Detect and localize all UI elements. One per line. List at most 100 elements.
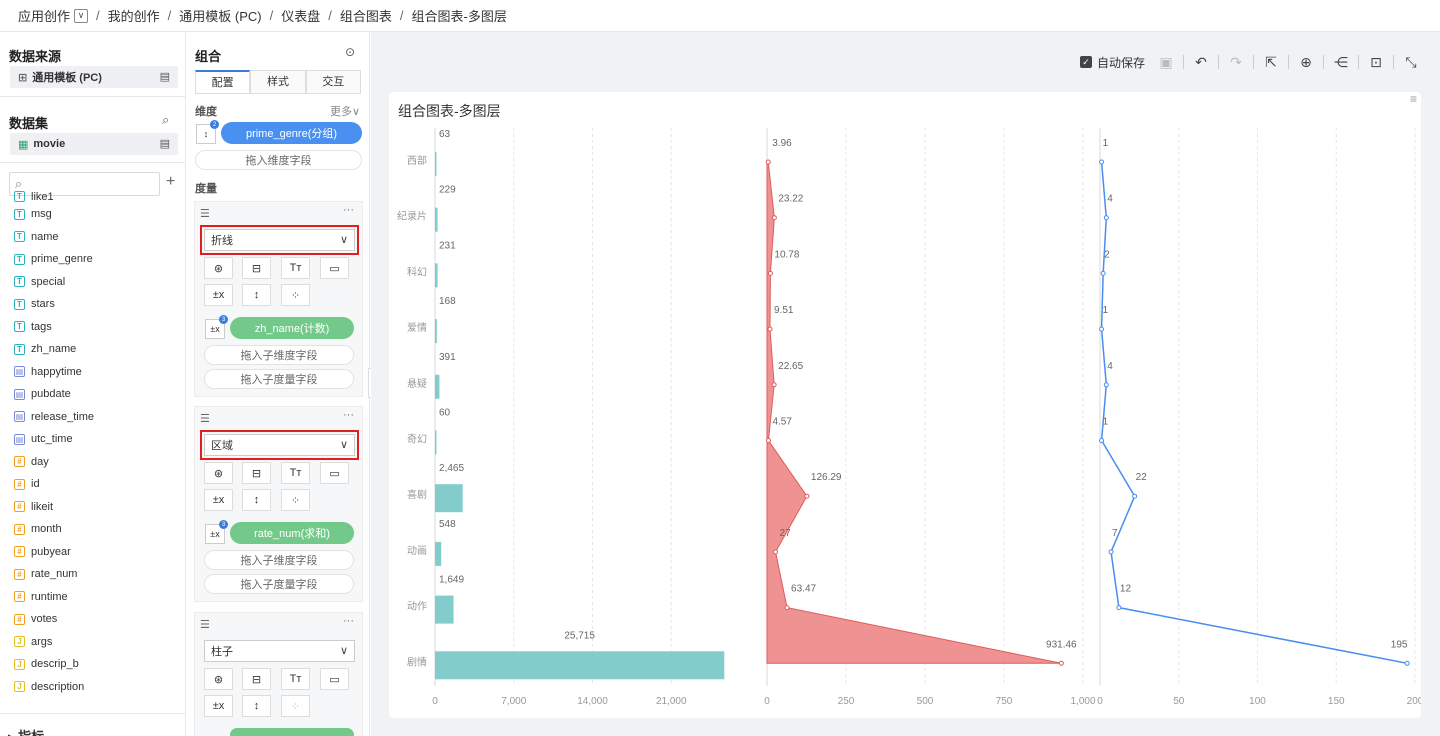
field-item[interactable]: # day — [14, 451, 184, 474]
tab-config[interactable]: 配置 — [195, 70, 251, 93]
color-icon[interactable]: ⊛ — [204, 462, 233, 484]
label-icon[interactable]: ⊟ — [242, 257, 271, 279]
datasource-selector[interactable]: ⊞ 通用模板 (PC) ▤ — [10, 66, 178, 88]
data-label: 1,649 — [439, 575, 464, 586]
chart-type-select[interactable]: 区域 ∨ — [200, 430, 359, 460]
category-label: 喜剧 — [407, 488, 427, 501]
breadcrumb-app[interactable]: 应用创作 — [18, 9, 71, 24]
field-item[interactable]: # votes — [14, 608, 184, 631]
dimension-drop-zone[interactable]: 拖入维度字段 — [195, 150, 362, 170]
breadcrumb-dashboard[interactable]: 仪表盘 — [281, 9, 321, 24]
tab-style[interactable]: 样式 — [250, 70, 306, 93]
more-options-icon[interactable]: ··· — [343, 409, 354, 421]
sub-measure-drop-zone[interactable]: 拖入子度量字段 — [204, 369, 354, 389]
chart-menu-icon[interactable]: ≡ — [1409, 92, 1417, 106]
text-size-icon[interactable]: Tт — [281, 462, 310, 484]
collapse-fullscreen-icon[interactable]: ⤡ — [1405, 53, 1417, 70]
breadcrumb-template[interactable]: 通用模板 (PC) — [179, 9, 262, 24]
y-axis-icon[interactable]: ↕ — [242, 489, 271, 511]
color-icon[interactable]: ⊛ — [204, 668, 233, 690]
field-item[interactable]: # month — [14, 518, 184, 541]
switch-dataset-icon[interactable]: ▤ — [159, 138, 170, 150]
bar — [435, 263, 438, 288]
label-icon[interactable]: ⊟ — [242, 462, 271, 484]
measure-pill-partial[interactable] — [230, 728, 354, 736]
more-button[interactable]: 更多∨ — [330, 103, 360, 119]
field-item[interactable]: # rate_num — [14, 563, 184, 586]
x-axis-icon[interactable]: ±x — [204, 489, 233, 511]
x-axis-icon[interactable]: ±x — [204, 695, 233, 717]
export-icon[interactable]: ⇱ — [1265, 53, 1277, 70]
autosave-toggle[interactable]: ✓ 自动保存 — [1079, 54, 1145, 71]
drag-handle-icon[interactable]: ☰ — [200, 619, 210, 631]
undo-icon[interactable]: ↶ — [1195, 53, 1207, 70]
tooltip-icon[interactable]: ▭ — [320, 668, 349, 690]
breadcrumb-my-creation[interactable]: 我的创作 — [107, 9, 160, 24]
x-tick-label: 0 — [432, 696, 438, 707]
text-size-icon[interactable]: Tт — [281, 257, 310, 279]
console-icon[interactable]: ⊡ — [1370, 53, 1382, 70]
camera-icon[interactable]: ⊙ — [345, 45, 356, 59]
field-search-input[interactable]: ⌕ — [9, 172, 160, 196]
more-options-icon[interactable]: ··· — [343, 615, 354, 627]
breadcrumb-combo[interactable]: 组合图表 — [339, 9, 392, 24]
axis-assign-icon[interactable]: ±x — [205, 524, 225, 544]
switch-source-icon[interactable]: ▤ — [159, 71, 170, 83]
field-type-icon: T — [14, 276, 25, 288]
drag-handle-icon[interactable]: ☰ — [200, 208, 210, 220]
sub-dimension-drop-zone[interactable]: 拖入子维度字段 — [204, 345, 354, 365]
tooltip-icon[interactable]: ▭ — [320, 257, 349, 279]
field-item[interactable]: ▤ happytime — [14, 361, 184, 384]
area-point — [765, 159, 771, 165]
measure-pill-count[interactable]: zh_name(计数) — [230, 317, 354, 339]
field-name: tags — [31, 320, 52, 333]
field-item[interactable]: # runtime — [14, 586, 184, 609]
data-label: 25,715 — [564, 630, 595, 641]
drag-handle-icon[interactable]: ☰ — [200, 413, 210, 425]
layout-icon[interactable]: ⁘ — [281, 489, 310, 511]
layout-icon[interactable]: ⁘ — [281, 284, 310, 306]
more-options-icon[interactable]: ··· — [343, 204, 354, 216]
share-icon[interactable]: ⋲ — [1334, 53, 1348, 70]
sort-axis-icon[interactable]: ↕ — [196, 124, 216, 144]
measure-pill-sum[interactable]: rate_num(求和) — [230, 522, 354, 544]
tab-interaction[interactable]: 交互 — [305, 70, 361, 93]
sub-measure-drop-zone[interactable]: 拖入子度量字段 — [204, 574, 354, 594]
field-item[interactable]: ▤ pubdate — [14, 383, 184, 406]
x-axis-icon[interactable]: ±x — [204, 284, 233, 306]
dataset-selector[interactable]: ▦ movie ▤ — [10, 133, 178, 155]
label-icon[interactable]: ⊟ — [242, 668, 271, 690]
field-item[interactable]: # likeit — [14, 496, 184, 519]
tooltip-icon[interactable]: ▭ — [320, 462, 349, 484]
add-icon[interactable]: + — [166, 173, 176, 190]
refresh-icon[interactable]: ⊕ — [1300, 53, 1312, 70]
text-size-icon[interactable]: Tт — [281, 668, 310, 690]
y-axis-icon[interactable]: ↕ — [242, 695, 271, 717]
axis-assign-icon[interactable]: ±x — [205, 319, 225, 339]
chevron-down-icon[interactable]: ∨ — [74, 8, 89, 23]
search-icon[interactable]: ⌕ — [162, 112, 170, 127]
sub-dimension-drop-zone[interactable]: 拖入子维度字段 — [204, 550, 354, 570]
field-item[interactable]: ▤ utc_time — [14, 428, 184, 451]
color-icon[interactable]: ⊛ — [204, 257, 233, 279]
field-item[interactable]: # pubyear — [14, 541, 184, 564]
field-type-icon: T — [14, 231, 25, 243]
chart-type-select[interactable]: 柱子 ∨ — [204, 640, 355, 662]
chart-type-select[interactable]: 折线 ∨ — [200, 225, 359, 255]
y-axis-icon[interactable]: ↕ — [242, 284, 271, 306]
metrics-section[interactable]: ▸ 指标 — [8, 726, 44, 736]
field-item[interactable]: ▤ release_time — [14, 406, 184, 429]
dimension-pill[interactable]: prime_genre(分组) — [221, 122, 362, 144]
field-item[interactable]: # id — [14, 473, 184, 496]
